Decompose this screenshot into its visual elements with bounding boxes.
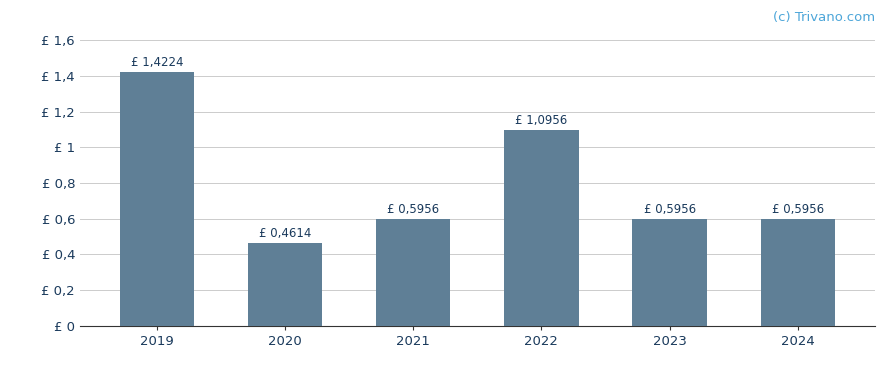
Text: £ 0,5956: £ 0,5956 <box>387 203 440 216</box>
Text: £ 1,0956: £ 1,0956 <box>515 114 567 127</box>
Text: £ 0,4614: £ 0,4614 <box>258 227 311 240</box>
Text: £ 0,5956: £ 0,5956 <box>644 203 695 216</box>
Bar <box>504 130 579 326</box>
Bar <box>632 219 707 326</box>
Bar <box>248 243 322 326</box>
Bar <box>761 219 835 326</box>
Text: (c) Trivano.com: (c) Trivano.com <box>773 11 875 24</box>
Bar <box>120 72 194 326</box>
Text: £ 0,5956: £ 0,5956 <box>772 203 824 216</box>
Bar <box>376 219 450 326</box>
Text: £ 1,4224: £ 1,4224 <box>131 56 183 69</box>
